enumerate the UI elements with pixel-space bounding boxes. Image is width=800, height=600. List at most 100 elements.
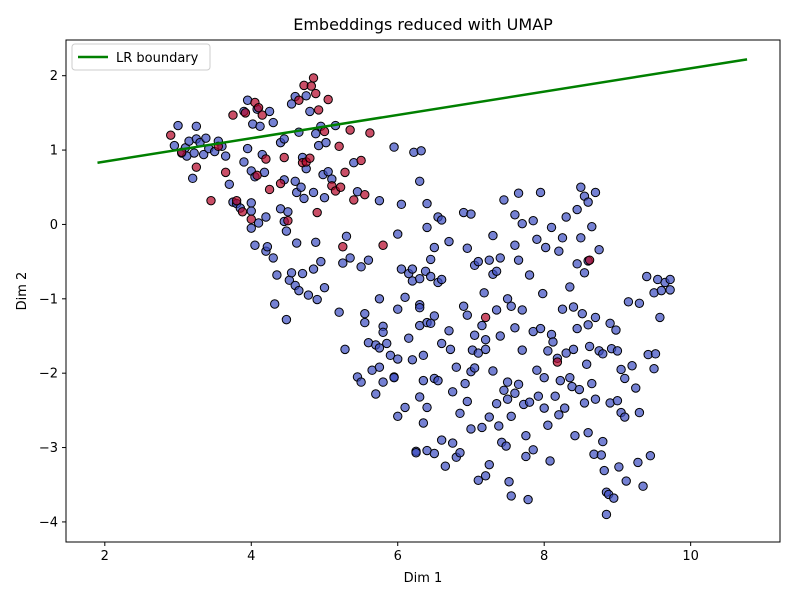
data-point [345,253,355,263]
data-point [561,348,571,358]
data-point [477,320,487,331]
data-point [319,282,330,293]
plot-frame [65,39,781,543]
x-tick-label: 6 [394,549,402,564]
data-point [506,411,516,422]
data-point [261,212,271,222]
data-point [415,392,425,402]
data-point [499,195,509,205]
data-point [338,242,348,252]
data-point [411,448,421,458]
data-point [246,198,256,208]
data-point [642,271,652,282]
data-point [583,197,593,207]
data-point [631,383,641,393]
data-point [611,325,621,335]
data-point [261,154,271,164]
data-point [275,178,286,189]
data-point [504,477,514,487]
data-point [579,398,590,408]
data-point [513,188,524,198]
data-point [587,378,597,389]
data-point [166,130,176,140]
data-point [621,476,631,486]
data-point [389,142,399,152]
data-point [612,346,623,356]
data-point [623,297,634,307]
data-point [590,394,601,404]
x-tick-label: 8 [540,549,548,564]
data-point [319,126,330,137]
data-point [308,264,319,274]
data-point [550,391,560,401]
data-point [584,341,595,352]
data-point [334,307,344,317]
data-point [532,365,542,375]
data-point [228,110,238,120]
data-point [524,270,535,280]
x-axis-ticks: 2 4 6 8 10 [101,542,699,564]
data-point [581,359,592,369]
data-point [554,410,564,420]
data-point [281,226,292,236]
data-point [360,308,370,319]
data-point [340,167,350,178]
data-point [418,375,429,386]
data-point [538,288,548,299]
data-point [665,285,675,295]
data-point [308,187,319,198]
data-point [334,141,344,152]
data-point [422,402,432,413]
data-point [396,264,407,274]
data-point [545,456,555,466]
data-point [650,349,661,359]
data-point [491,398,502,409]
data-point [319,192,330,203]
data-point [473,348,483,358]
data-point [415,176,425,187]
chart-title: Embeddings reduced with UMAP [293,15,553,34]
data-point [532,234,542,245]
data-point [480,471,491,481]
data-point [268,117,278,128]
data-point [612,396,623,406]
data-point [250,240,260,250]
data-point [201,133,211,143]
boundary-line [97,58,748,164]
data-point [521,430,531,441]
data-point [572,204,582,215]
data-point [570,430,580,441]
data-point [480,344,491,355]
data-point [502,377,513,387]
data-point [363,255,374,265]
data-point [418,350,429,361]
data-point [311,237,321,247]
data-point [521,451,531,462]
data-point [378,240,388,250]
data-point [253,218,264,228]
data-point [191,162,202,172]
data-point [583,320,593,330]
data-point [594,245,604,255]
data-point [579,268,590,278]
data-point [374,343,385,353]
data-point [416,146,426,156]
data-point [294,95,304,105]
data-point [506,301,516,311]
data-point [429,311,440,321]
data-point [598,349,608,359]
data-point [173,120,183,131]
data-point [460,378,470,389]
data-point [268,253,278,263]
data-point [494,421,504,431]
data-point [495,331,505,341]
data-point [445,344,456,355]
data-point [462,243,472,253]
data-point [469,363,480,373]
data-point [400,292,410,303]
data-point [548,337,558,347]
data-point [313,105,324,115]
data-point [543,420,553,430]
data-point [191,121,202,131]
data-point [473,256,483,267]
